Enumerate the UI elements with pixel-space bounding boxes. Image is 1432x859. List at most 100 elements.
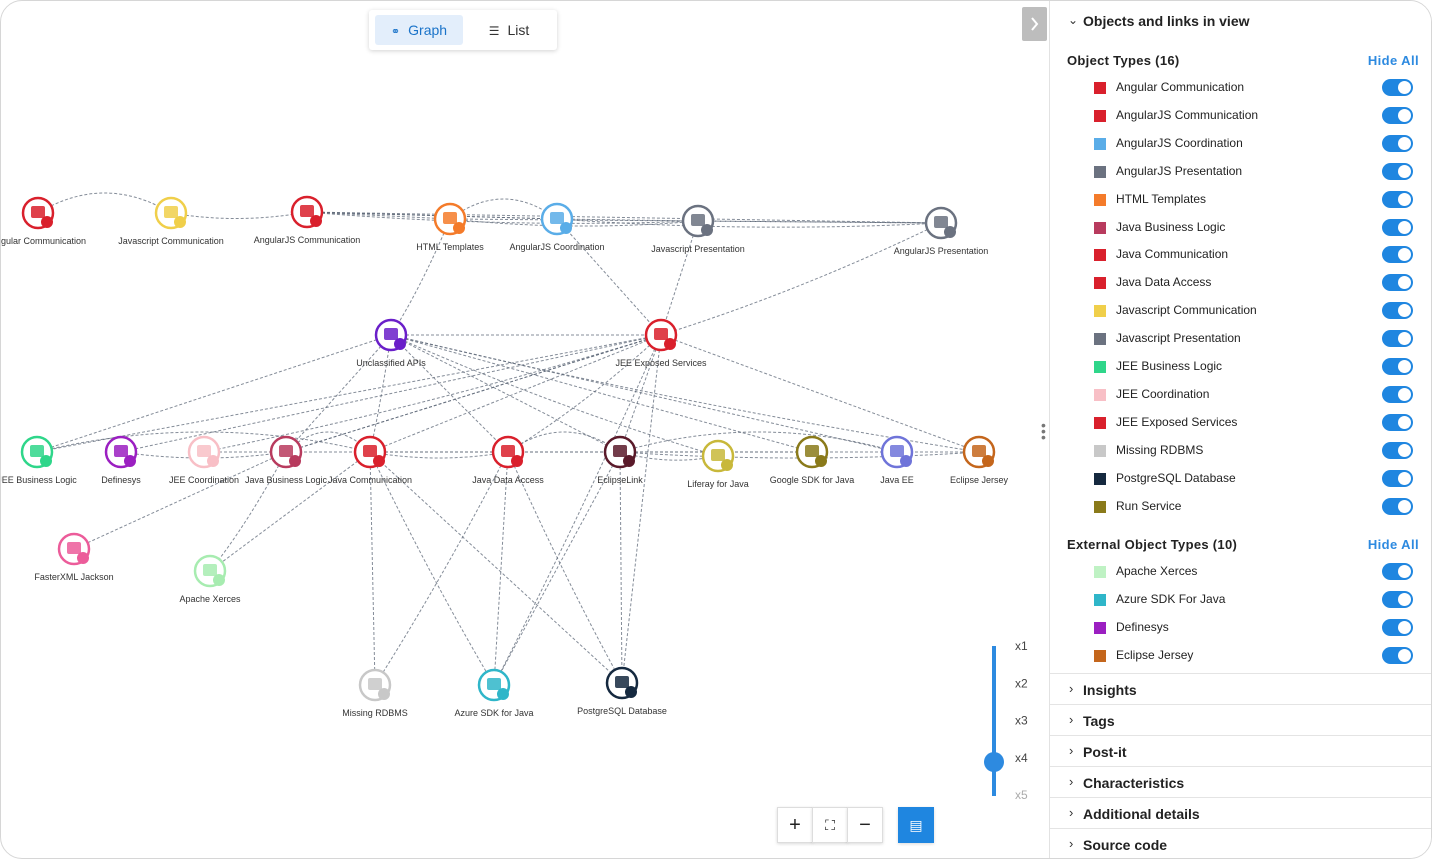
tab-label: List: [507, 22, 530, 38]
visibility-toggle[interactable]: [1382, 106, 1413, 124]
node-label: AngularJS Communication: [254, 235, 361, 245]
node-icon: [691, 214, 705, 226]
node-label: AngularJS Presentation: [894, 246, 989, 256]
visibility-toggle[interactable]: [1382, 162, 1413, 180]
visibility-toggle[interactable]: [1382, 246, 1413, 264]
graph-node[interactable]: EclipseLink: [597, 435, 643, 485]
node-icon: [363, 445, 377, 457]
graph-node[interactable]: AngularJS Communication: [254, 195, 361, 245]
type-label: JEE Coordination: [1116, 386, 1210, 401]
node-badge: [664, 338, 676, 350]
graph-node[interactable]: Azure SDK for Java: [454, 668, 534, 718]
visibility-toggle[interactable]: [1382, 218, 1413, 236]
type-label: Javascript Presentation: [1116, 331, 1241, 346]
node-icon: [805, 445, 819, 457]
chevron: ›: [1069, 681, 1074, 696]
graph-node[interactable]: FasterXML Jackson: [34, 532, 114, 582]
graph-node[interactable]: Eclipse Jersey: [950, 435, 1009, 485]
graph-node[interactable]: Javascript Presentation: [651, 204, 745, 254]
graph-node[interactable]: JEE Business Logic: [1, 435, 77, 485]
edge: [507, 431, 621, 453]
graph-node[interactable]: PostgreSQL Database: [577, 666, 667, 716]
graph-node[interactable]: Liferay for Java: [687, 439, 749, 489]
hide-all-button[interactable]: Hide All: [1367, 537, 1419, 552]
node-icon: [501, 445, 515, 457]
visibility-toggle[interactable]: [1382, 385, 1413, 403]
color-swatch: [1094, 500, 1106, 513]
resize-handle[interactable]: • • •: [1041, 417, 1046, 445]
visibility-toggle[interactable]: [1382, 330, 1413, 348]
visibility-toggle[interactable]: [1382, 441, 1413, 459]
visibility-toggle[interactable]: [1382, 618, 1413, 636]
visibility-toggle[interactable]: [1382, 134, 1413, 152]
type-label: Definesys: [1116, 619, 1169, 634]
visibility-toggle[interactable]: [1382, 79, 1413, 96]
visibility-toggle[interactable]: [1382, 563, 1413, 580]
visibility-toggle[interactable]: [1382, 302, 1413, 320]
edge: [449, 218, 699, 227]
graph-node[interactable]: AngularJS Coordination: [509, 202, 605, 252]
color-swatch: [1094, 361, 1106, 373]
collapsible-section[interactable]: › Insights: [1050, 673, 1431, 704]
graph-node[interactable]: JEE Exposed Services: [615, 318, 707, 368]
type-label: Java Data Access: [1116, 275, 1212, 290]
collapsible-section[interactable]: › Additional details: [1050, 796, 1431, 828]
node-label: PostgreSQL Database: [577, 706, 667, 716]
node-badge: [511, 455, 523, 467]
edge: [619, 451, 623, 684]
chevron: ›: [1069, 804, 1074, 820]
visibility-toggle[interactable]: [1382, 190, 1413, 208]
graph-tab[interactable]: ⚭ Graph: [375, 15, 463, 45]
list-tab[interactable]: ☰ List: [488, 22, 530, 38]
graph-node[interactable]: Java Business Logic: [245, 435, 328, 485]
graph-node[interactable]: JEE Coordination: [169, 435, 239, 485]
zoom-handle[interactable]: [984, 752, 1004, 772]
node-badge: [944, 226, 956, 238]
graph-node[interactable]: HTML Templates: [416, 202, 484, 252]
collapsible-section[interactable]: › Post-it: [1050, 734, 1431, 766]
graph-node[interactable]: Apache Xerces: [179, 554, 241, 604]
collapsible-section[interactable]: › Tags: [1050, 703, 1431, 735]
visibility-toggle[interactable]: [1382, 358, 1413, 375]
collapsible-section[interactable]: › Characteristics: [1050, 765, 1431, 797]
node-badge: [41, 216, 53, 228]
visibility-toggle[interactable]: [1382, 590, 1413, 608]
visibility-toggle[interactable]: [1382, 646, 1413, 664]
visibility-toggle[interactable]: [1382, 497, 1413, 515]
graph-node[interactable]: Missing RDBMS: [342, 668, 408, 718]
node-icon: [30, 445, 44, 457]
graph-node[interactable]: Definesys: [101, 435, 141, 485]
edge: [285, 334, 662, 453]
edge: [369, 334, 392, 453]
minimap-button[interactable]: ▤: [898, 807, 934, 843]
graph-node[interactable]: AngularJS Presentation: [894, 206, 989, 256]
graph-node[interactable]: Java Communication: [328, 435, 412, 485]
type-label: Java Business Logic: [1116, 219, 1226, 234]
zoom-out-button[interactable]: −: [847, 807, 883, 843]
fit-button[interactable]: ⛶: [812, 807, 848, 843]
zoom-in-button[interactable]: +: [777, 807, 813, 843]
node-badge: [721, 459, 733, 471]
graph-node[interactable]: Angular Communication: [1, 196, 86, 246]
visibility-toggle[interactable]: [1382, 469, 1413, 487]
node-label: EclipseLink: [597, 475, 643, 485]
graph-node[interactable]: Java EE: [880, 435, 914, 485]
visibility-toggle[interactable]: [1382, 413, 1413, 431]
node-badge: [174, 216, 186, 228]
edge: [556, 218, 942, 228]
visibility-toggle[interactable]: [1382, 274, 1413, 292]
graph-node[interactable]: Javascript Communication: [118, 196, 224, 246]
graph-node[interactable]: Java Data Access: [472, 435, 544, 485]
node-badge: [378, 688, 390, 700]
graph-node[interactable]: Unclassified APIs: [356, 318, 426, 368]
collapsible-section[interactable]: › Source code: [1050, 827, 1431, 859]
collapse-panel-button[interactable]: [1022, 7, 1047, 41]
hide-all-button[interactable]: Hide All: [1367, 53, 1419, 68]
node-label: HTML Templates: [416, 242, 484, 252]
node-badge: [497, 688, 509, 700]
edge: [390, 334, 621, 453]
section-title: Tags: [1083, 712, 1115, 729]
graph-node[interactable]: Google SDK for Java: [770, 435, 855, 485]
node-badge: [213, 574, 225, 586]
